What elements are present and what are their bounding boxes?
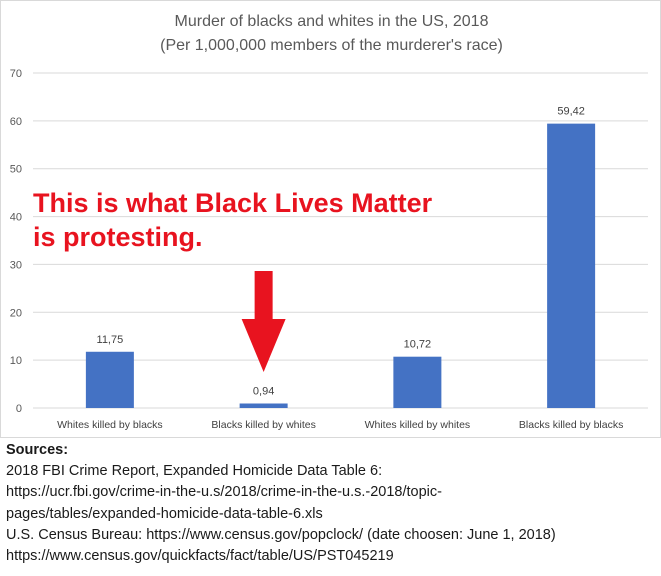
chart-subtitle: (Per 1,000,000 members of the murderer's… [160,37,503,54]
bar [85,351,134,408]
source-line: 2018 FBI Crime Report, Expanded Homicide… [6,463,383,480]
bar [547,123,596,408]
x-category-label: Whites killed by whites [365,419,471,431]
sources-section: Sources: 2018 FBI Crime Report, Expanded… [6,440,556,567]
x-category-label: Blacks killed by whites [211,419,315,431]
bar-chart: 0 10 20 30 40 50 60 70 11,75 Whites killed by bla… [10,68,648,431]
y-tick-label: 10 [10,355,22,367]
source-line: https://ucr.fbi.gov/crime-in-the-u.s/201… [6,484,442,501]
bar [239,403,288,408]
annotation-line-1: This is what Black Lives Matter [33,188,433,218]
protest-annotation: This is what Black Lives Matter is prote… [33,186,432,254]
y-tick-label: 70 [10,68,22,80]
y-tick-label: 60 [10,116,22,128]
y-tick-label: 20 [10,307,22,319]
data-label: 10,72 [404,339,432,351]
y-tick-label: 50 [10,164,22,176]
chart-area: 0 10 20 30 40 50 60 70 11,75 Whites killed by bla… [0,0,661,438]
annotation-line-2: is protesting. [33,222,203,252]
source-line: pages/tables/expanded-homicide-data-tabl… [6,505,323,522]
y-tick-label: 30 [10,259,22,271]
y-tick-label: 0 [16,403,22,415]
sources-heading: Sources: [6,442,69,458]
source-line: https://www.census.gov/quickfacts/fact/t… [6,548,394,565]
data-label: 59,42 [557,106,585,118]
bar [393,356,442,408]
data-label: 0,94 [253,386,274,398]
data-label: 11,75 [97,334,124,346]
source-line: U.S. Census Bureau: https://www.census.g… [6,526,556,543]
y-tick-label: 40 [10,212,22,224]
down-arrow-icon [241,271,286,372]
x-category-label: Blacks killed by blacks [519,419,623,431]
chart-title: Murder of blacks and whites in the US, 2… [174,13,489,30]
x-category-label: Whites killed by blacks [57,419,163,431]
